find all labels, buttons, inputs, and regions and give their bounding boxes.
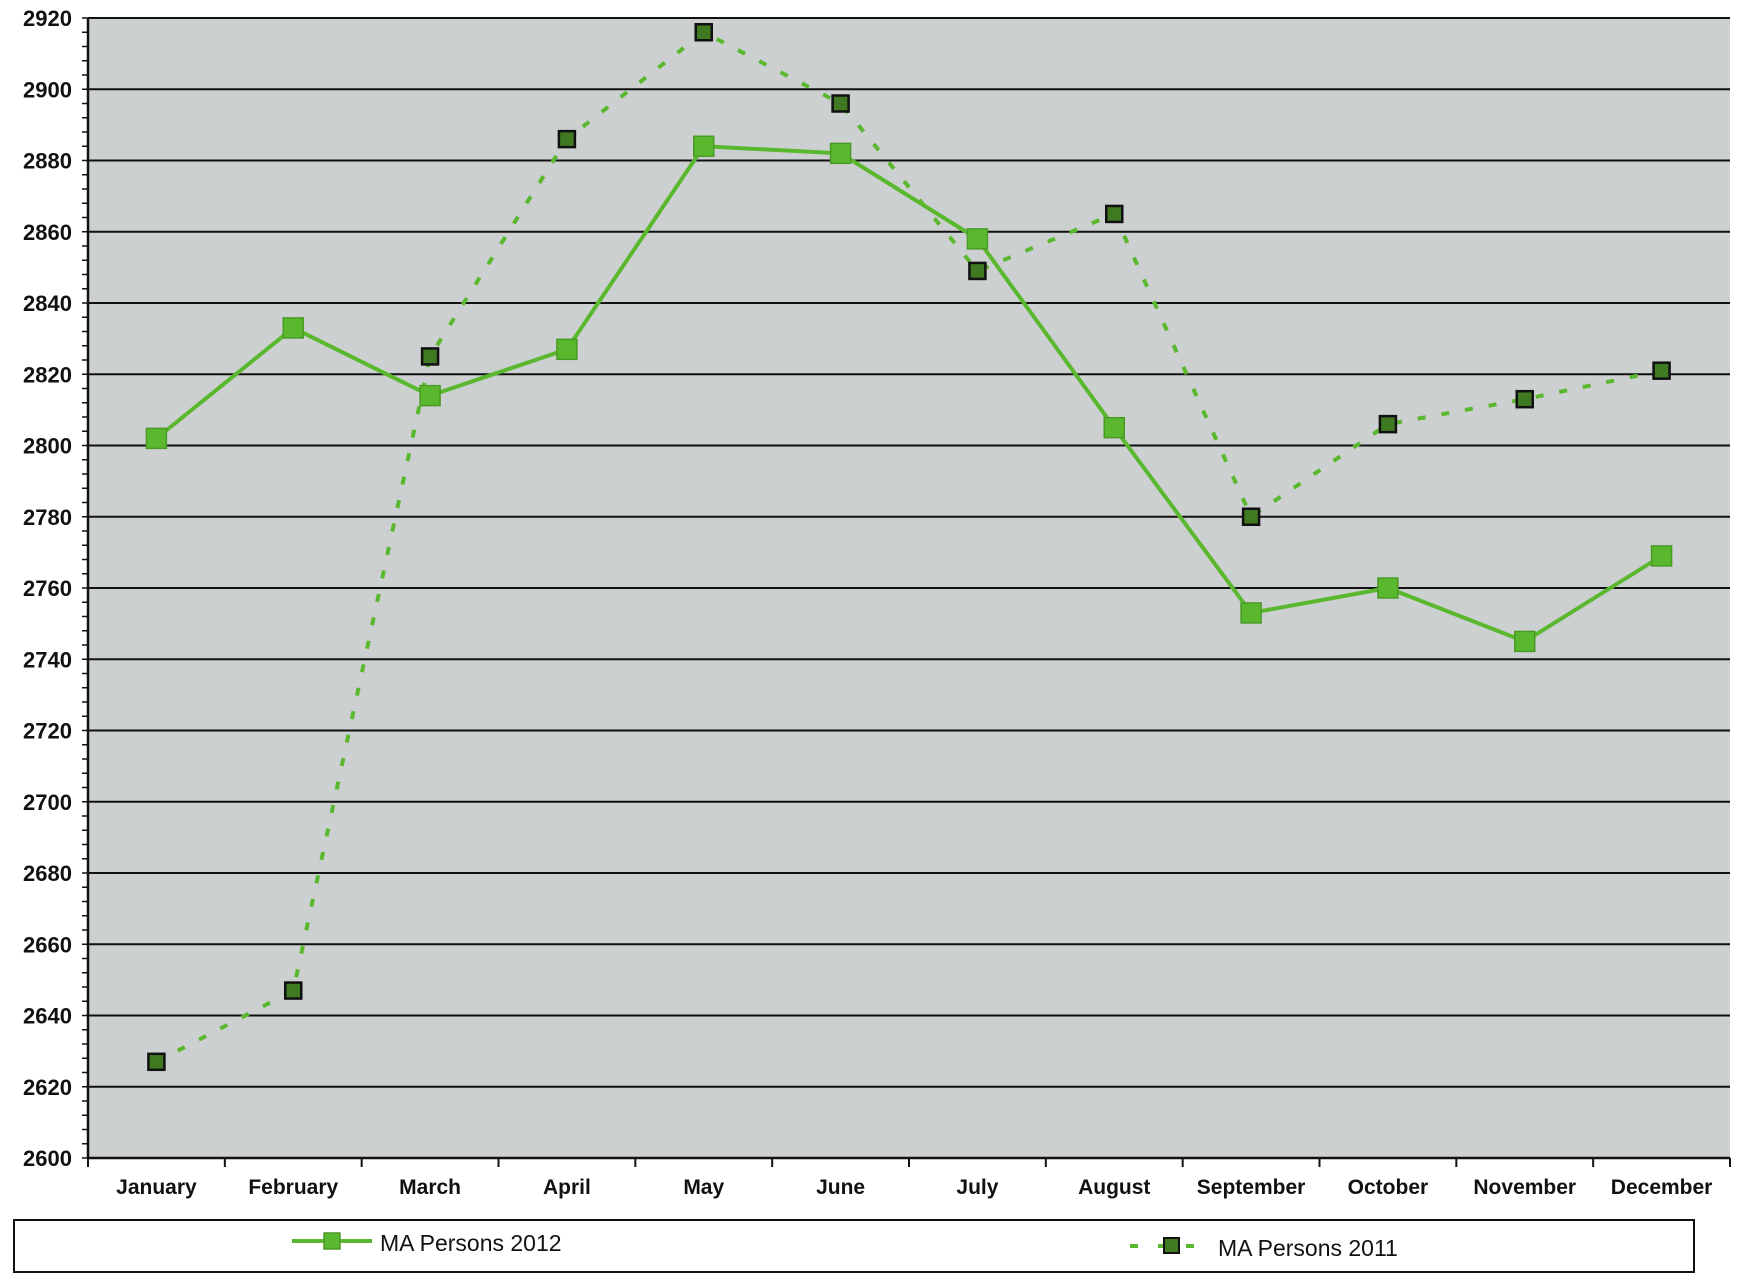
x-tick-label: December: [1611, 1176, 1713, 1199]
data-point-2012: [556, 338, 578, 361]
data-point-2012: [282, 317, 304, 339]
y-tick-label: 2800: [23, 434, 72, 459]
x-tick-label: June: [816, 1176, 865, 1199]
data-point-2012: [1650, 545, 1673, 567]
data-point-2012: [966, 228, 989, 250]
data-point-2011: [694, 23, 713, 42]
legend-label-2012: MA Persons 2012: [380, 1230, 562, 1256]
data-point-2012: [419, 384, 441, 407]
y-tick-label: 2780: [23, 505, 72, 530]
data-point-2012: [1103, 416, 1125, 439]
data-point-2011: [968, 261, 987, 281]
legend-swatch-marker-2011: [1163, 1237, 1180, 1254]
data-point-2012: [693, 135, 715, 157]
data-point-2011: [420, 347, 440, 366]
legend-item-2012: MA Persons 2012: [292, 1230, 562, 1256]
data-point-2012: [829, 142, 852, 165]
legend-label-2011: MA Persons 2011: [1218, 1235, 1398, 1261]
x-tick-label: May: [683, 1176, 724, 1199]
x-tick-label: April: [543, 1176, 591, 1199]
x-tick-label: March: [399, 1176, 461, 1199]
legend-swatch-marker-2012: [323, 1232, 341, 1250]
axes: [82, 17, 1731, 1167]
data-point-2011: [147, 1052, 166, 1072]
series-markers: [145, 23, 1673, 1072]
series-line-2011: [155, 30, 1662, 1064]
y-tick-label: 2680: [23, 861, 72, 886]
x-tick-label: August: [1078, 1176, 1150, 1199]
y-tick-label: 2600: [23, 1146, 72, 1171]
y-tick-label: 2740: [23, 647, 72, 672]
y-tick-label: 2840: [23, 291, 72, 316]
data-point-2011: [284, 981, 303, 1000]
series-line-2012: [155, 144, 1663, 644]
data-point-2011: [1105, 204, 1124, 224]
legend: MA Persons 2012 MA Persons 2011: [13, 1219, 1695, 1273]
data-point-2012: [1240, 602, 1262, 624]
data-point-2011: [1515, 389, 1534, 409]
x-tick-label: November: [1473, 1176, 1576, 1199]
y-tick-label: 2760: [23, 576, 72, 601]
x-tick-label: September: [1197, 1176, 1306, 1199]
x-tick-label: October: [1348, 1176, 1429, 1199]
legend-box: [13, 1219, 1695, 1273]
data-point-2011: [1378, 414, 1398, 434]
data-point-2011: [1652, 361, 1671, 380]
y-tick-labels: 2920 2900 2880 2860 2840 2820 2800 2780 2760 2740…: [23, 6, 72, 1171]
gridlines: [88, 17, 1730, 1159]
legend-item-2011: MA Persons 2011: [1130, 1235, 1398, 1261]
x-tick-label: July: [956, 1176, 998, 1199]
y-tick-label: 2660: [23, 932, 72, 957]
data-point-2012: [1514, 630, 1536, 653]
y-tick-label: 2720: [23, 719, 72, 744]
data-point-2011: [1241, 507, 1261, 526]
data-point-2011: [557, 129, 577, 149]
y-tick-label: 2860: [23, 220, 72, 245]
data-point-2012: [145, 427, 168, 450]
data-point-2012: [1377, 577, 1399, 599]
x-tick-labels: January February March April May June July Augu…: [116, 1176, 1712, 1199]
y-tick-label: 2880: [23, 149, 72, 174]
x-tick-label: February: [248, 1176, 338, 1199]
y-tick-label: 2900: [23, 77, 72, 102]
x-tick-label: January: [116, 1176, 197, 1199]
y-tick-label: 2920: [23, 6, 72, 31]
y-tick-label: 2820: [23, 362, 72, 387]
series-lines: [155, 30, 1663, 1064]
y-tick-label: 2640: [23, 1004, 72, 1029]
y-tick-label: 2620: [23, 1075, 72, 1100]
data-point-2011: [831, 94, 850, 113]
y-tick-label: 2700: [23, 790, 72, 815]
